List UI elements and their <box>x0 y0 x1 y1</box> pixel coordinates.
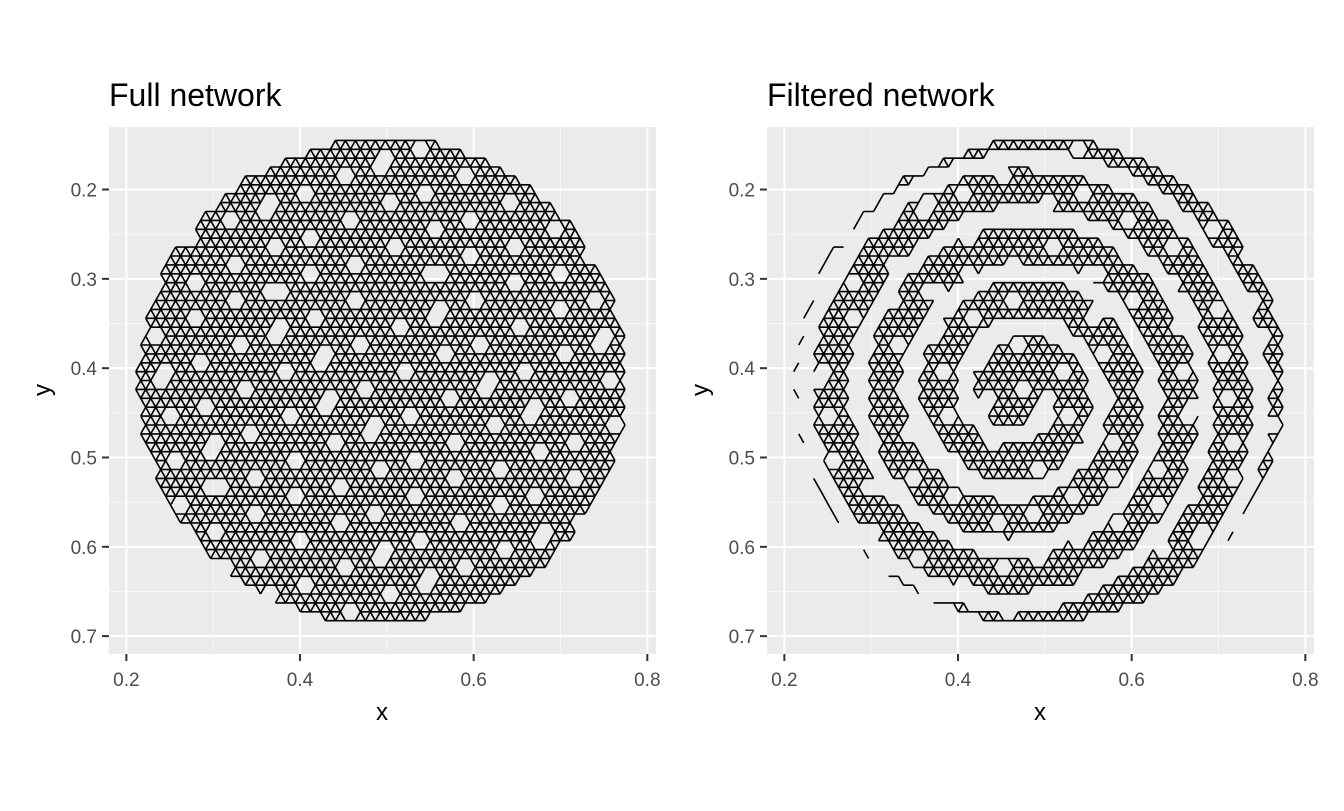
y-tick-label: 0.3 <box>729 270 755 291</box>
y-axis-ticks: 0.2 0.3 0.4 0.5 0.6 0.7 <box>71 181 109 648</box>
x-axis-title: x <box>1034 699 1046 726</box>
y-tick-label: 0.6 <box>71 538 97 559</box>
filtered-network-panel: Filtered network 0.20.30.40.50.60.7 0.2 0… <box>687 77 1319 726</box>
x-tick-label: 0.8 <box>634 670 660 691</box>
network-edges <box>135 139 626 622</box>
y-axis-ticks: 0.2 0.3 0.4 0.5 0.6 0.7 <box>729 181 767 648</box>
y-axis-title: y <box>687 384 714 396</box>
network-graph <box>793 139 1284 622</box>
x-tick-label: 0.4 <box>287 670 314 691</box>
x-tick-label: 0.2 <box>113 670 139 691</box>
y-axis-title: y <box>29 384 56 396</box>
chart-title: Filtered network <box>767 77 996 113</box>
x-axis-title: x <box>376 699 388 726</box>
x-tick-label: 0.2 <box>771 670 797 691</box>
y-tick-label: 0.3 <box>71 270 97 291</box>
network-graph <box>135 139 626 622</box>
y-tick-label: 0.7 <box>71 627 97 648</box>
full-network-panel: Full network 0.20.30.40.50.60.7 0.2 0.4 0.… <box>29 77 661 726</box>
grid-lines <box>767 127 1314 654</box>
y-tick-label: 0.7 <box>729 627 755 648</box>
y-tick-label: 0.5 <box>71 448 97 469</box>
x-tick-label: 0.6 <box>460 670 486 691</box>
plot-background <box>767 127 1314 654</box>
y-tick-label: 0.4 <box>71 359 98 380</box>
y-tick-label: 0.6 <box>729 538 755 559</box>
x-axis-ticks: 0.2 0.4 0.6 0.8 <box>771 654 1319 691</box>
y-tick-label: 0.5 <box>729 448 755 469</box>
y-tick-label: 0.4 <box>729 359 756 380</box>
y-tick-label: 0.2 <box>729 181 755 202</box>
network-edges <box>793 139 1284 622</box>
x-tick-label: 0.8 <box>1292 670 1318 691</box>
chart-title: Full network <box>109 77 283 113</box>
y-tick-label: 0.2 <box>71 181 97 202</box>
x-axis-ticks: 0.2 0.4 0.6 0.8 <box>113 654 661 691</box>
x-tick-label: 0.6 <box>1118 670 1144 691</box>
x-tick-label: 0.4 <box>945 670 972 691</box>
